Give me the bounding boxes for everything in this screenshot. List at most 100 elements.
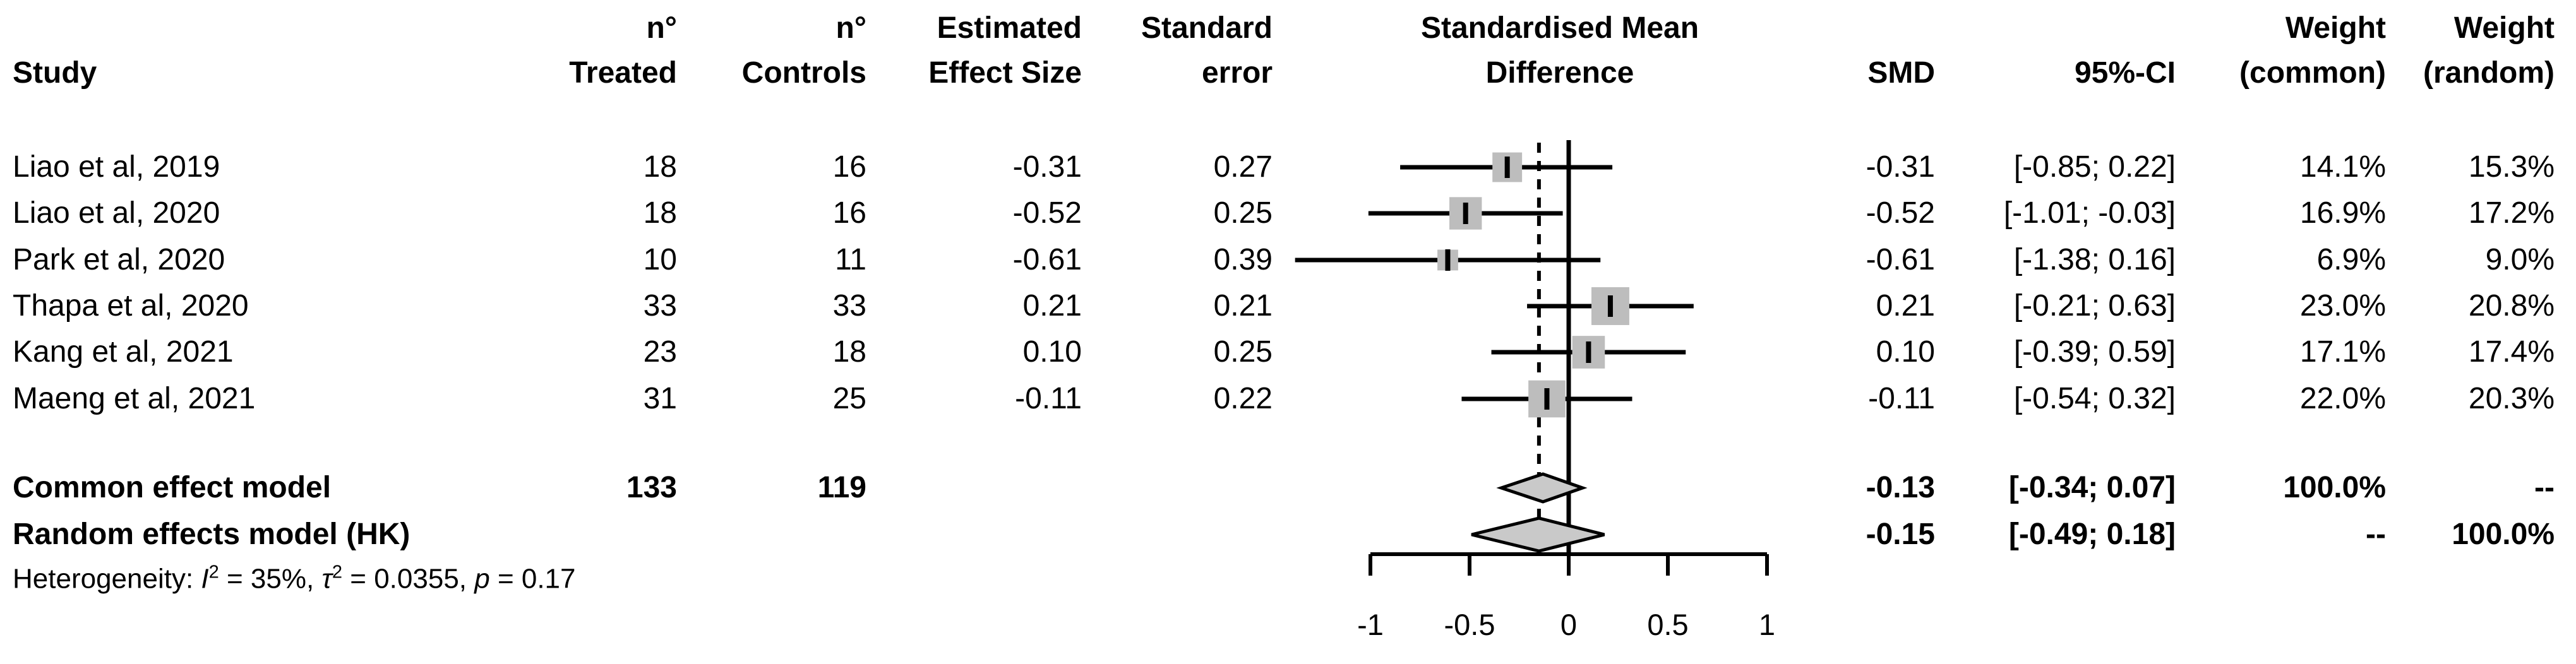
random-model-smd: -0.15 — [1866, 518, 1935, 551]
heterogeneity-note: Heterogeneity: I2 = 35%, τ2 = 0.0355, p … — [13, 562, 576, 595]
row-ci: [-0.54; 0.32] — [2013, 382, 2176, 415]
row-weight-common: 6.9% — [2316, 243, 2386, 276]
x-axis-tick-label: -1 — [1357, 608, 1384, 641]
row-standard-error: 0.39 — [1213, 243, 1273, 276]
tau-squared-symbol: τ — [321, 563, 332, 595]
row-weight-random: 17.2% — [2468, 196, 2555, 230]
column-header-smd: SMD — [1867, 56, 1935, 90]
column-header-study: Study — [13, 56, 97, 90]
column-header-ci: 95%-CI — [2074, 56, 2176, 90]
column-header-smd-plot-1: Standardised Mean — [1420, 11, 1699, 45]
estimate-tick — [1504, 157, 1510, 178]
row-smd: -0.11 — [1868, 382, 1935, 415]
row-n-treated: 18 — [643, 196, 677, 230]
common-model-smd: -0.13 — [1866, 471, 1935, 504]
heterogeneity-seg2: = 0.0355, — [342, 563, 475, 595]
common-effect-diamond — [1496, 472, 1588, 504]
row-weight-random: 20.3% — [2468, 382, 2555, 415]
random-effects-diamond — [1471, 516, 1605, 553]
estimate-tick — [1586, 341, 1591, 363]
heterogeneity-prefix: Heterogeneity: — [13, 563, 201, 595]
column-header-se-2: error — [1201, 56, 1273, 90]
column-header-weight-random-2: (random) — [2423, 56, 2555, 90]
row-smd: 0.21 — [1876, 289, 1935, 323]
row-effect-size: -0.61 — [1012, 243, 1082, 276]
row-n-treated: 10 — [643, 243, 677, 276]
row-smd: -0.61 — [1866, 243, 1935, 276]
row-weight-common: 14.1% — [2299, 150, 2386, 184]
row-ci: [-0.39; 0.59] — [2013, 335, 2176, 369]
random-model-weight-random: 100.0% — [2452, 518, 2555, 551]
row-standard-error: 0.21 — [1213, 289, 1273, 323]
random-model-weight-common: -- — [2366, 518, 2386, 551]
column-header-n-treated-2: Treated — [569, 56, 677, 90]
row-n-treated: 31 — [643, 382, 677, 415]
column-header-weight-common-1: Weight — [2285, 11, 2386, 45]
row-weight-random: 17.4% — [2468, 335, 2555, 369]
heterogeneity-seg3: = 0.17 — [489, 563, 576, 595]
x-axis-tick-label: 1 — [1759, 608, 1775, 641]
row-effect-size: -0.52 — [1012, 196, 1082, 230]
row-weight-common: 16.9% — [2299, 196, 2386, 230]
row-effect-size: -0.11 — [1015, 382, 1082, 415]
row-n-controls: 33 — [832, 289, 866, 323]
column-header-n-treated-1: n° — [646, 11, 677, 45]
row-n-treated: 33 — [643, 289, 677, 323]
row-standard-error: 0.27 — [1213, 150, 1273, 184]
row-n-treated: 18 — [643, 150, 677, 184]
common-model-n-controls: 119 — [817, 471, 866, 504]
column-header-effect-2: Effect Size — [928, 56, 1082, 90]
row-ci: [-0.85; 0.22] — [2013, 150, 2176, 184]
estimate-tick — [1463, 203, 1468, 224]
row-weight-common: 22.0% — [2299, 382, 2386, 415]
column-header-smd-plot-2: Difference — [1485, 56, 1634, 90]
row-standard-error: 0.22 — [1213, 382, 1273, 415]
row-weight-random: 20.8% — [2468, 289, 2555, 323]
row-ci: [-1.01; -0.03] — [2003, 196, 2176, 230]
random-model-ci: [-0.49; 0.18] — [2008, 518, 2176, 551]
random-model-label: Random effects model (HK) — [13, 518, 410, 551]
row-standard-error: 0.25 — [1213, 196, 1273, 230]
column-header-n-controls-2: Controls — [741, 56, 866, 90]
common-model-weight-common: 100.0% — [2283, 471, 2386, 504]
row-n-controls: 11 — [835, 243, 866, 276]
x-axis-tick-label: -0.5 — [1444, 608, 1495, 641]
row-study: Park et al, 2020 — [13, 243, 225, 276]
estimate-tick — [1445, 249, 1451, 271]
column-header-weight-random-1: Weight — [2453, 11, 2555, 45]
estimate-tick — [1607, 295, 1613, 317]
row-weight-random: 9.0% — [2485, 243, 2555, 276]
row-smd: 0.10 — [1876, 335, 1935, 369]
row-study: Liao et al, 2019 — [13, 150, 220, 184]
row-smd: -0.31 — [1866, 150, 1935, 184]
row-n-controls: 18 — [832, 335, 866, 369]
p-symbol: p — [474, 563, 490, 595]
row-ci: [-0.21; 0.63] — [2013, 289, 2176, 323]
row-n-controls: 16 — [832, 150, 866, 184]
row-smd: -0.52 — [1866, 196, 1935, 230]
common-model-ci: [-0.34; 0.07] — [2008, 471, 2176, 504]
row-study: Thapa et al, 2020 — [13, 289, 249, 323]
common-model-weight-random: -- — [2534, 471, 2555, 504]
estimate-tick — [1544, 388, 1550, 410]
row-effect-size: 0.10 — [1022, 335, 1082, 369]
row-weight-random: 15.3% — [2468, 150, 2555, 184]
row-standard-error: 0.25 — [1213, 335, 1273, 369]
i-squared-symbol: I — [201, 563, 209, 595]
tau-squared-exponent: 2 — [332, 562, 343, 583]
i-squared-exponent: 2 — [208, 562, 219, 583]
x-axis-tick-label: 0.5 — [1647, 608, 1688, 641]
row-study: Maeng et al, 2021 — [13, 382, 256, 415]
row-effect-size: 0.21 — [1022, 289, 1082, 323]
row-n-controls: 16 — [832, 196, 866, 230]
column-header-effect-1: Estimated — [937, 11, 1082, 45]
row-study: Liao et al, 2020 — [13, 196, 220, 230]
row-n-treated: 23 — [643, 335, 677, 369]
row-weight-common: 17.1% — [2299, 335, 2386, 369]
row-n-controls: 25 — [832, 382, 866, 415]
x-axis-tick-label: 0 — [1561, 608, 1577, 641]
common-model-label: Common effect model — [13, 471, 332, 504]
common-model-n-treated: 133 — [626, 471, 677, 504]
